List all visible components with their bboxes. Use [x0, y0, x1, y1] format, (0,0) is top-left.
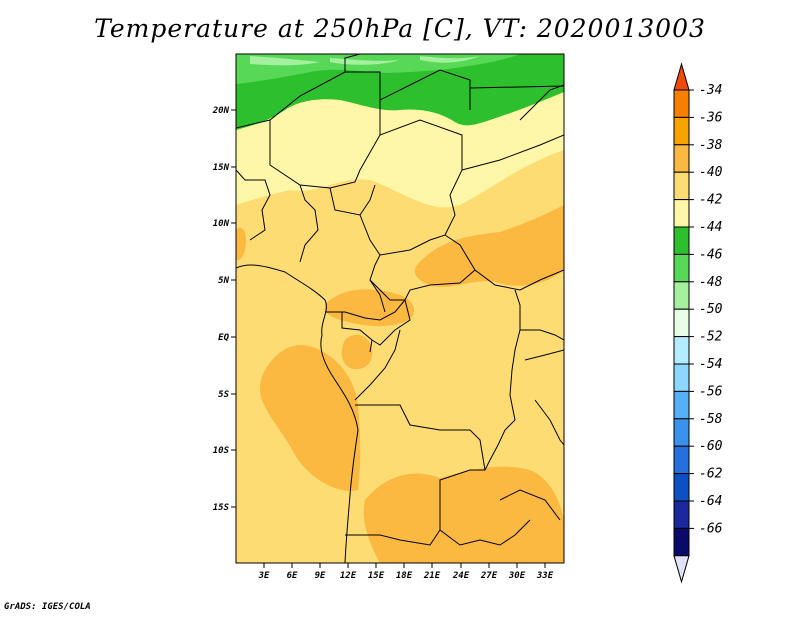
- colorbar-label: -36: [699, 110, 723, 125]
- lon-label: 18E: [396, 571, 413, 581]
- colorbar-swatch: [673, 500, 690, 529]
- colorbar-label: -62: [699, 467, 723, 482]
- colorbar-label: -58: [699, 412, 723, 427]
- lat-label: 5N: [218, 276, 229, 286]
- field-orange-west: [236, 227, 246, 261]
- country-borders: [236, 54, 564, 563]
- colorbar-label: -46: [699, 247, 723, 262]
- colorbar-swatch: [673, 336, 690, 365]
- colorbar-swatch: [673, 473, 690, 502]
- colorbar-swatch: [673, 171, 690, 201]
- lon-label: 3E: [258, 571, 270, 581]
- lat-label: 20N: [212, 106, 230, 116]
- colorbar-label: -40: [699, 165, 723, 180]
- colorbar-swatch: [673, 390, 690, 420]
- colorbar-swatch: [673, 281, 690, 310]
- lat-label: EQ: [218, 333, 229, 343]
- map-title: Temperature at 250hPa [C], VT: 202001300…: [94, 14, 706, 43]
- colorbar-label: -60: [699, 439, 723, 454]
- colorbar-lower-arrow: [673, 555, 690, 584]
- lat-label: 10N: [213, 219, 230, 229]
- colorbar-label: -44: [699, 220, 722, 235]
- colorbar-swatch: [673, 253, 690, 283]
- colorbar-label: -34: [699, 83, 722, 98]
- lon-ticks: 3E 6E 9E 12E 15E 18E 21E 24E 27E 30E 33E: [258, 563, 554, 581]
- colorbar-label: -42: [699, 193, 723, 208]
- lon-label: 30E: [508, 571, 526, 581]
- colorbar-label: -50: [699, 302, 723, 317]
- colorbar-swatch: [673, 226, 690, 255]
- colorbar-swatch: [673, 363, 690, 392]
- lon-label: 15E: [368, 571, 385, 581]
- colorbar-swatch: [673, 445, 690, 475]
- colorbar-label: -66: [699, 521, 723, 536]
- field-orange-gabon: [341, 334, 373, 370]
- lon-label: 33E: [536, 571, 554, 581]
- colorbar-upper-arrow: [673, 62, 690, 91]
- lon-label: 24E: [452, 571, 470, 581]
- lon-label: 9E: [315, 571, 326, 581]
- colorbar-swatch: [673, 116, 690, 146]
- lat-label: 15N: [213, 163, 230, 173]
- colorbar-label: -52: [699, 330, 723, 345]
- colorbar-swatch: [673, 418, 690, 447]
- colorbar-label: -54: [699, 357, 722, 372]
- colorbar: -34 -36 -38 -40 -42 -44 -46 -48 -50 -52 -54 -56 -58 -…: [673, 62, 723, 584]
- colorbar-label: -38: [699, 138, 723, 153]
- lon-label: 12E: [340, 571, 357, 581]
- lon-label: 27E: [480, 571, 498, 581]
- colorbar-swatch: [673, 89, 690, 118]
- lon-label: 21E: [423, 571, 441, 581]
- colorbar-swatch: [673, 144, 690, 173]
- field-orange-centre: [324, 289, 415, 327]
- colorbar-label: -48: [699, 275, 723, 290]
- field-orange-south: [363, 466, 564, 563]
- map-frame: [235, 53, 565, 564]
- field-green-44: [236, 54, 564, 130]
- lat-ticks: 20N 15N 10N 5N EQ 5S 10S 15S: [212, 106, 236, 513]
- colorbar-swatch: [673, 527, 690, 557]
- lat-label: 15S: [213, 503, 230, 513]
- lat-label: 10S: [213, 446, 230, 456]
- footer-credit: GrADS: IGES/COLA: [4, 602, 91, 612]
- colorbar-label: -64: [699, 494, 722, 509]
- field-orange-sw: [259, 345, 361, 491]
- field-green-48: [250, 56, 480, 66]
- colorbar-swatch: [673, 199, 690, 228]
- lon-label: 6E: [287, 571, 298, 581]
- colorbar-label: -56: [699, 384, 723, 399]
- colorbar-swatch: [673, 308, 690, 338]
- field-orange-ne: [414, 205, 564, 287]
- temperature-field: [236, 54, 564, 563]
- lat-label: 5S: [218, 390, 229, 400]
